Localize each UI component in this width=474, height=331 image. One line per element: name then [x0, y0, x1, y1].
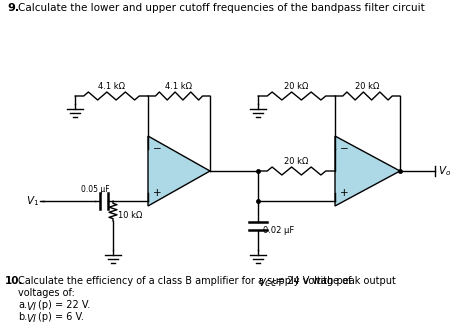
Text: 0.02 μF: 0.02 μF [263, 226, 294, 235]
Text: b.: b. [18, 312, 27, 322]
Text: 4.1 kΩ: 4.1 kΩ [98, 82, 125, 91]
Text: $V_1$: $V_1$ [26, 194, 39, 208]
Text: $Vl$: $Vl$ [26, 300, 37, 312]
Text: a.: a. [18, 300, 27, 310]
Text: 9.: 9. [7, 3, 19, 13]
Text: 4.1 kΩ: 4.1 kΩ [165, 82, 192, 91]
Text: $Vcc$: $Vcc$ [258, 276, 277, 288]
Polygon shape [335, 136, 400, 206]
Text: 10 kΩ: 10 kΩ [118, 212, 142, 220]
Text: $Vl$: $Vl$ [26, 312, 37, 324]
Text: +: + [153, 188, 161, 198]
Polygon shape [148, 136, 210, 206]
Text: 20 kΩ: 20 kΩ [356, 82, 380, 91]
Text: (p) = 22 V.: (p) = 22 V. [38, 300, 90, 310]
Text: +: + [340, 188, 348, 198]
Text: 20 kΩ: 20 kΩ [284, 157, 309, 166]
Text: Calculate the efficiency of a class B amplifier for a supply voltage of: Calculate the efficiency of a class B am… [18, 276, 355, 286]
Text: voltages of:: voltages of: [18, 288, 75, 298]
Text: $V_o$: $V_o$ [438, 164, 451, 178]
Text: 10.: 10. [5, 276, 24, 286]
Text: Calculate the lower and upper cutoff frequencies of the bandpass filter circuit: Calculate the lower and upper cutoff fre… [18, 3, 425, 13]
Text: (p) = 6 V.: (p) = 6 V. [38, 312, 84, 322]
Text: −: − [153, 144, 161, 154]
Text: 0.05 μF: 0.05 μF [81, 185, 109, 194]
Text: 20 kΩ: 20 kΩ [284, 82, 309, 91]
Text: = 24 V with peak output: = 24 V with peak output [276, 276, 396, 286]
Text: −: − [340, 144, 348, 154]
